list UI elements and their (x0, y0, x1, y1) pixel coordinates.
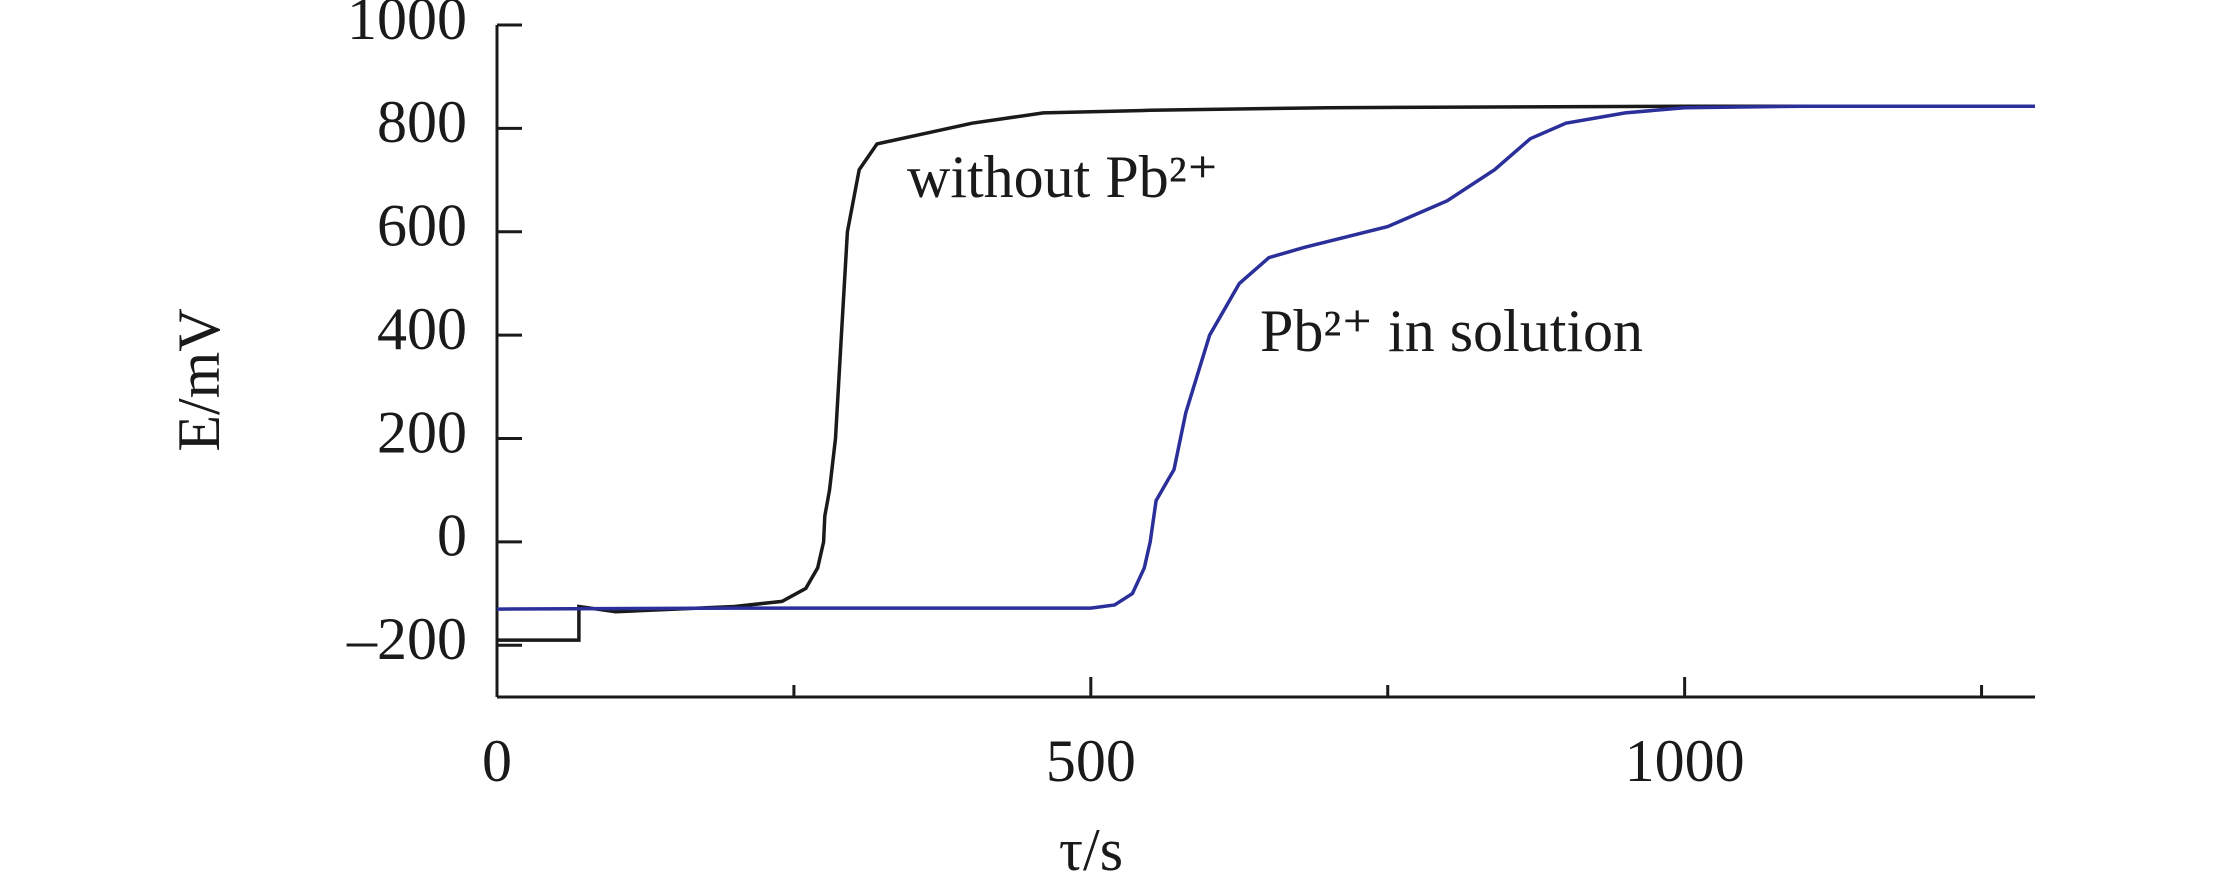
x-tick-label: 1000 (1625, 728, 1745, 794)
y-tick-label: 600 (377, 193, 467, 259)
x-tick-label: 0 (482, 728, 512, 794)
y-axis-label: E/mV (166, 308, 232, 451)
line (497, 104, 2035, 642)
y-tick-label: –200 (346, 606, 467, 672)
y-tick-label: 400 (377, 296, 467, 362)
series-label: without Pb²⁺ (907, 144, 1218, 210)
x-axis-label: τ/s (1059, 817, 1123, 883)
y-tick-label: 0 (437, 503, 467, 569)
line (496, 104, 2035, 611)
y-tick-label: 800 (377, 89, 467, 155)
x-tick-label: 500 (1046, 728, 1136, 794)
y-tick-label: 200 (377, 399, 467, 465)
y-tick-label: 1000 (347, 0, 467, 52)
series-label: Pb²⁺ in solution (1260, 298, 1643, 364)
